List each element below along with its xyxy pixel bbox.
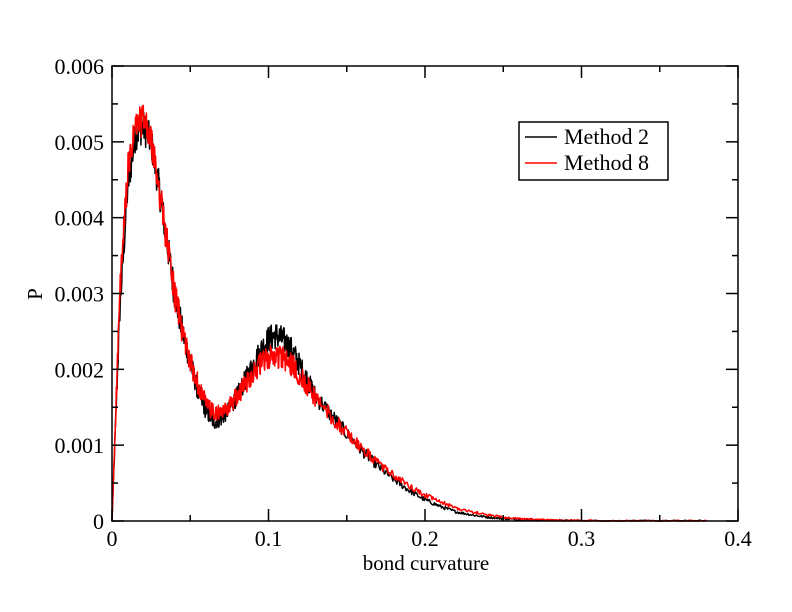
legend: Method 2 Method 8	[518, 121, 669, 181]
legend-label-method-8: Method 8	[564, 150, 649, 175]
x-tick-label: 0	[107, 526, 118, 551]
y-tick-label: 0.002	[55, 357, 105, 382]
x-tick-label: 0.4	[724, 526, 752, 551]
y-tick-label: 0.005	[55, 130, 105, 155]
y-axis-ticks: 0 0.001 0.002 0.003 0.004 0.005 0.006	[55, 54, 738, 534]
x-axis-ticks: 0 0.1 0.2 0.3 0.4	[107, 66, 752, 551]
y-axis-label: P	[23, 288, 47, 300]
series-line-method-8	[111, 104, 707, 522]
x-tick-label: 0.1	[255, 526, 283, 551]
x-tick-label: 0.3	[568, 526, 596, 551]
y-tick-label: 0	[93, 509, 104, 534]
y-tick-label: 0.004	[55, 206, 105, 231]
legend-box	[518, 121, 669, 181]
x-axis-label: bond curvature	[363, 551, 490, 575]
y-tick-label: 0.003	[55, 282, 105, 307]
x-tick-label: 0.2	[411, 526, 439, 551]
y-tick-label: 0.001	[55, 433, 105, 458]
legend-label-method-2: Method 2	[564, 124, 649, 149]
y-tick-label: 0.006	[55, 54, 105, 79]
